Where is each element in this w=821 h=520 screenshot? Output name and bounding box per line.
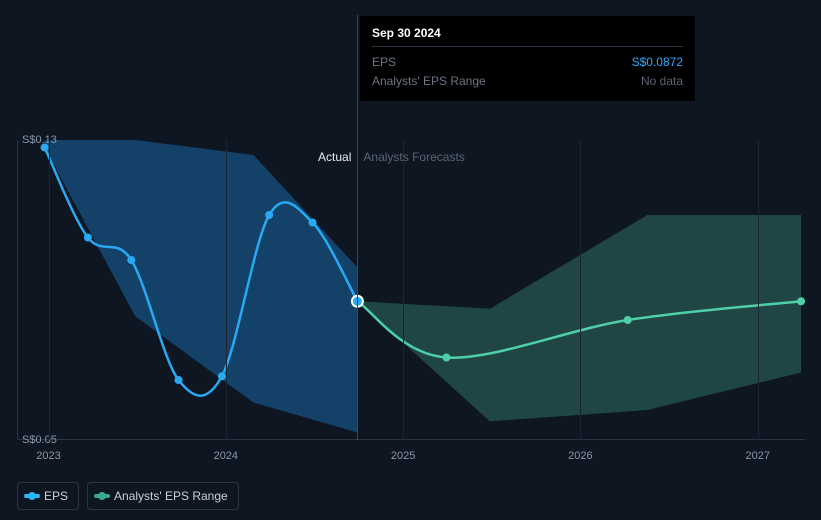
legend-label: EPS — [44, 489, 68, 503]
tooltip-key: Analysts' EPS Range — [372, 72, 486, 91]
x-axis-label: 2025 — [391, 450, 415, 462]
legend: EPS Analysts' EPS Range — [17, 482, 239, 510]
x-axis-label: 2027 — [745, 450, 769, 462]
y-axis-label: S$0.05 — [22, 434, 57, 446]
tooltip-value: S$0.0872 — [632, 53, 683, 72]
x-axis-label: 2023 — [36, 450, 60, 462]
x-axis-label: 2026 — [568, 450, 592, 462]
x-gridline — [49, 140, 50, 440]
x-axis-label: 2024 — [214, 450, 238, 462]
tooltip-value: No data — [641, 72, 683, 91]
region-label-actual: Actual — [318, 150, 351, 164]
x-gridline — [226, 140, 227, 440]
region-label-forecast: Analysts Forecasts — [363, 150, 464, 164]
y-axis-label: S$0.13 — [22, 134, 57, 146]
tooltip: Sep 30 2024 EPS S$0.0872 Analysts' EPS R… — [360, 16, 695, 101]
legend-item-range[interactable]: Analysts' EPS Range — [87, 482, 239, 510]
x-gridline — [580, 140, 581, 440]
legend-label: Analysts' EPS Range — [114, 489, 228, 503]
tooltip-title: Sep 30 2024 — [372, 26, 683, 47]
legend-item-eps[interactable]: EPS — [17, 482, 79, 510]
tooltip-key: EPS — [372, 53, 396, 72]
tooltip-row-eps: EPS S$0.0872 — [372, 53, 683, 72]
tooltip-row-range: Analysts' EPS Range No data — [372, 72, 683, 91]
x-gridline — [758, 140, 759, 440]
legend-swatch-range — [98, 492, 106, 500]
actual-forecast-divider — [357, 15, 358, 440]
x-gridline — [403, 140, 404, 440]
chart-svg — [17, 140, 805, 440]
legend-swatch-eps — [28, 492, 36, 500]
